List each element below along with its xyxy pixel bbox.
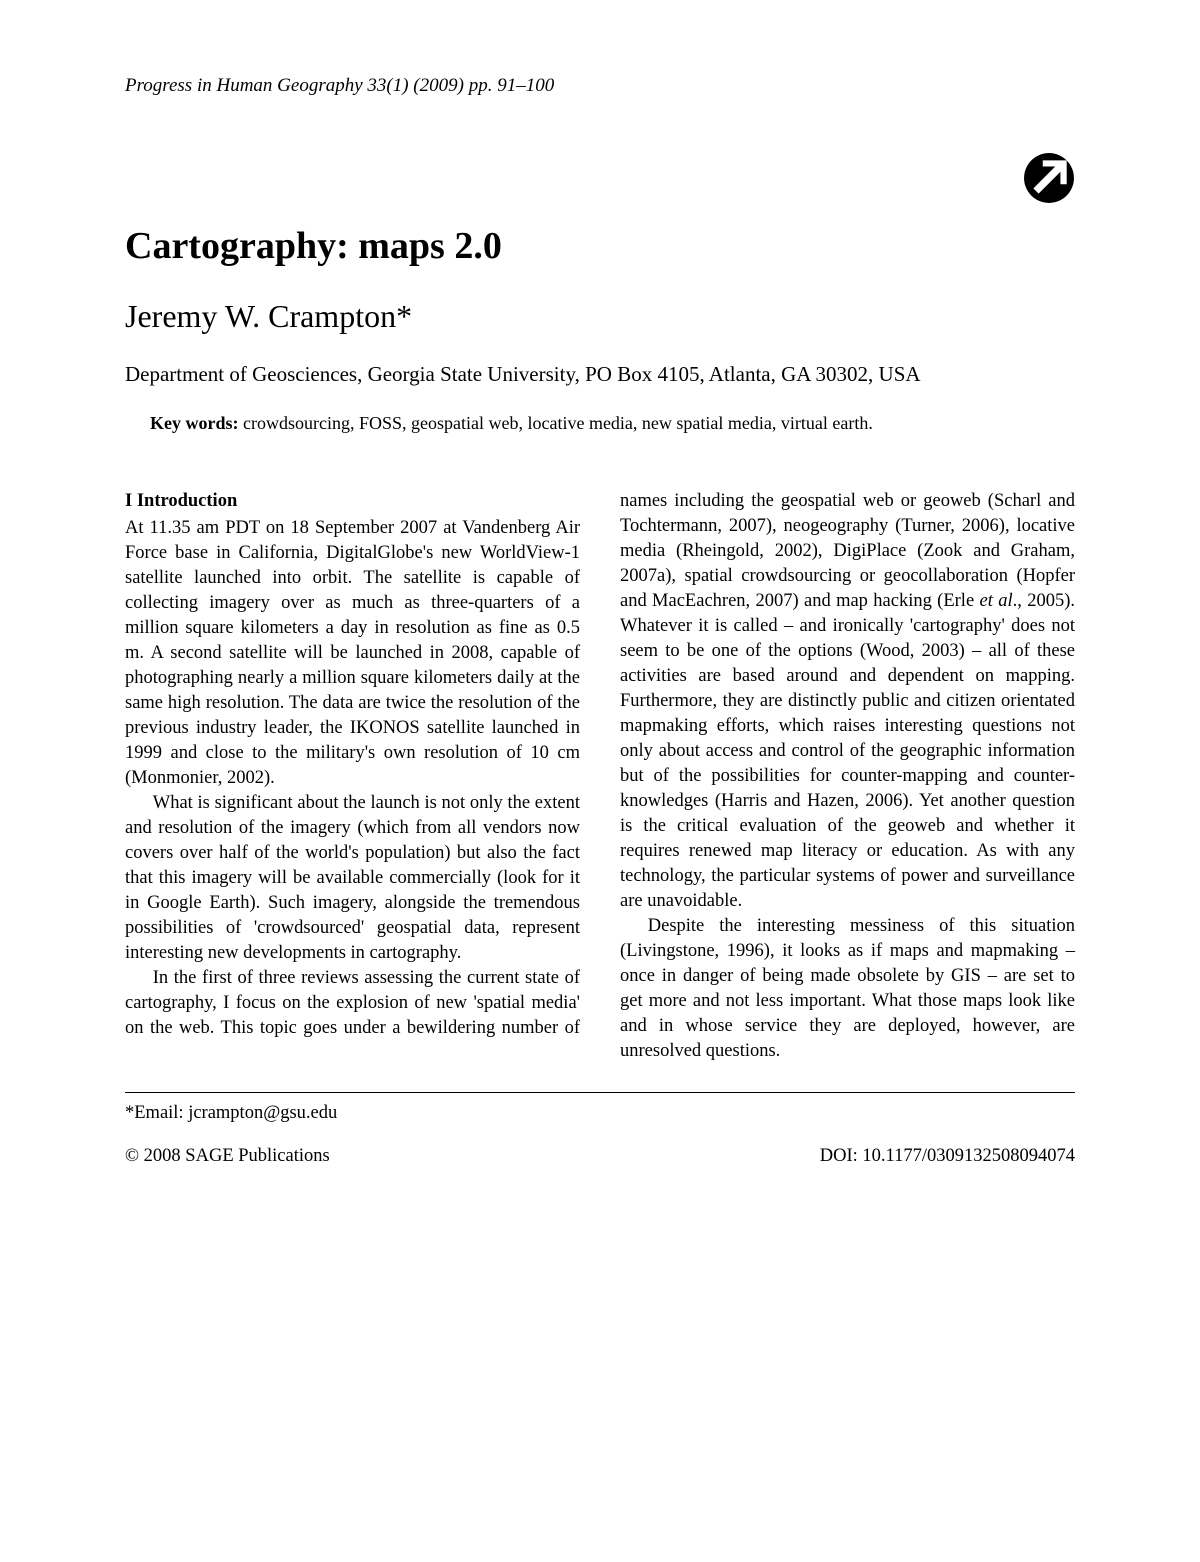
keywords-label: Key words: [150, 413, 239, 433]
footer-row: © 2008 SAGE Publications DOI: 10.1177/03… [125, 1146, 1075, 1167]
section-heading: I Introduction [125, 489, 580, 514]
keywords-line: Key words: crowdsourcing, FOSS, geospati… [150, 413, 1075, 434]
paragraph-4: Despite the interesting messiness of thi… [620, 914, 1075, 1064]
article-title: Cartography: maps 2.0 [125, 224, 1075, 268]
logo-row [125, 152, 1075, 209]
copyright-text: © 2008 SAGE Publications [125, 1146, 330, 1167]
doi-text: DOI: 10.1177/0309132508094074 [820, 1146, 1075, 1167]
body-text-columns: I Introduction At 11.35 am PDT on 18 Sep… [125, 489, 1075, 1063]
author-affiliation: Department of Geosciences, Georgia State… [125, 360, 1075, 388]
keywords-values: crowdsourcing, FOSS, geospatial web, loc… [243, 413, 873, 433]
running-head: Progress in Human Geography 33(1) (2009)… [125, 75, 1075, 97]
sage-arrow-icon [1023, 152, 1075, 209]
paragraph-3-part-b: ., 2005). Whatever it is called – and ir… [620, 591, 1075, 911]
author-email-footnote: *Email: jcrampton@gsu.edu [125, 1103, 1075, 1124]
et-al-italic: et al [980, 591, 1013, 611]
paragraph-1: At 11.35 am PDT on 18 September 2007 at … [125, 516, 580, 791]
footer-divider [125, 1092, 1075, 1093]
author-name: Jeremy W. Crampton* [125, 298, 1075, 335]
paragraph-2: What is significant about the launch is … [125, 791, 580, 966]
